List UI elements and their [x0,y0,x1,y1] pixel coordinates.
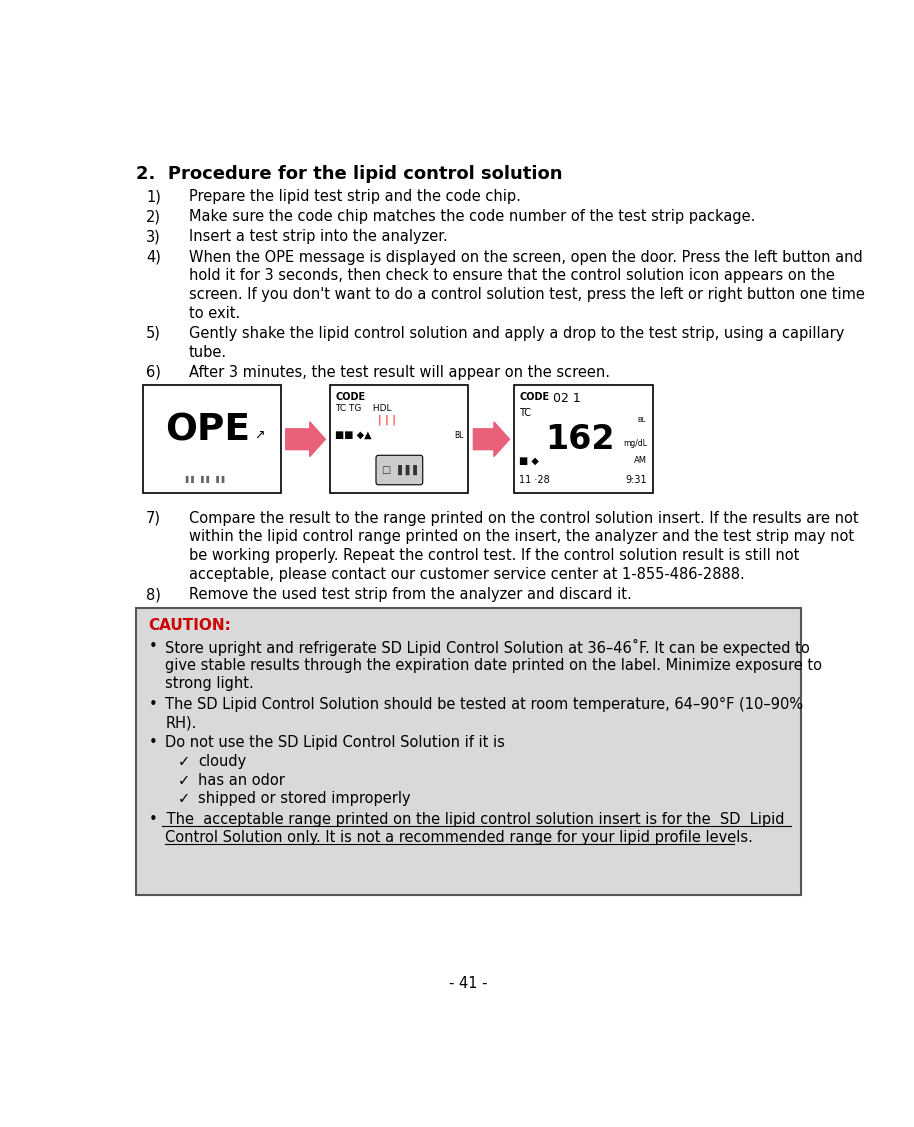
Text: hold it for 3 seconds, then check to ensure that the control solution icon appea: hold it for 3 seconds, then check to ens… [188,268,834,283]
Text: 3): 3) [146,230,161,245]
Text: mg/dL: mg/dL [623,440,648,449]
Text: within the lipid control range printed on the insert, the analyzer and the test : within the lipid control range printed o… [188,530,854,544]
Text: give stable results through the expiration date printed on the label. Minimize e: give stable results through the expirati… [165,658,823,673]
Text: Store upright and refrigerate SD Lipid Control Solution at 36–46˚F. It can be ex: Store upright and refrigerate SD Lipid C… [165,639,810,656]
Text: ■■ ◆▲: ■■ ◆▲ [335,429,372,440]
Text: 2): 2) [146,210,161,224]
Text: shipped or stored improperly: shipped or stored improperly [197,791,410,807]
Text: BL: BL [454,431,463,440]
Text: ↗: ↗ [255,428,265,442]
Text: 4): 4) [146,250,161,265]
Text: •: • [148,696,157,711]
Text: TC: TC [519,408,531,417]
Text: has an odor: has an odor [197,773,284,788]
Text: 2.  Procedure for the lipid control solution: 2. Procedure for the lipid control solut… [135,165,562,183]
Text: After 3 minutes, the test result will appear on the screen.: After 3 minutes, the test result will ap… [188,365,610,380]
FancyBboxPatch shape [515,385,653,494]
Text: BL: BL [637,417,645,423]
Text: 162: 162 [546,423,615,455]
Text: The  acceptable range printed on the lipid control solution insert is for the  S: The acceptable range printed on the lipi… [162,811,784,827]
Text: 9:31: 9:31 [625,476,647,486]
Text: Compare the result to the range printed on the control solution insert. If the r: Compare the result to the range printed … [188,511,858,526]
Text: TC TG    HDL: TC TG HDL [335,405,392,414]
Text: ✓: ✓ [178,773,190,788]
Text: | | |: | | | [377,415,396,425]
Text: 1): 1) [146,189,161,204]
Text: Make sure the code chip matches the code number of the test strip package.: Make sure the code chip matches the code… [188,210,755,224]
Text: ✓: ✓ [178,791,190,807]
Text: 11 ·28: 11 ·28 [519,476,550,486]
Text: AM: AM [634,456,647,465]
Text: be working properly. Repeat the control test. If the control solution result is : be working properly. Repeat the control … [188,548,799,564]
Text: 02 1: 02 1 [554,392,581,405]
Text: tube.: tube. [188,345,227,360]
Text: RH).: RH). [165,716,197,730]
Text: •: • [148,639,157,654]
Text: acceptable, please contact our customer service center at 1-855-486-2888.: acceptable, please contact our customer … [188,567,744,582]
Text: □ ▐▐▐: □ ▐▐▐ [382,465,417,476]
Text: CAUTION:: CAUTION: [148,618,231,633]
FancyBboxPatch shape [135,609,802,895]
FancyBboxPatch shape [330,385,468,494]
Text: ✓: ✓ [178,754,190,769]
Text: to exit.: to exit. [188,305,239,321]
Text: ▐▐  ▐▐  ▐▐: ▐▐ ▐▐ ▐▐ [184,476,225,483]
Text: ■ ◆: ■ ◆ [519,455,539,465]
Text: Prepare the lipid test strip and the code chip.: Prepare the lipid test strip and the cod… [188,189,520,204]
Text: The SD Lipid Control Solution should be tested at room temperature, 64–90°F (10–: The SD Lipid Control Solution should be … [165,696,803,711]
Text: Remove the used test strip from the analyzer and discard it.: Remove the used test strip from the anal… [188,587,632,602]
Text: - 41 -: - 41 - [449,976,488,992]
Text: OPE: OPE [165,412,250,449]
Text: Insert a test strip into the analyzer.: Insert a test strip into the analyzer. [188,230,447,245]
Text: Do not use the SD Lipid Control Solution if it is: Do not use the SD Lipid Control Solution… [165,736,505,751]
Text: cloudy: cloudy [197,754,246,769]
Text: 8): 8) [146,587,161,602]
Text: Control Solution only. It is not a recommended range for your lipid profile leve: Control Solution only. It is not a recom… [165,831,753,845]
Text: screen. If you don't want to do a control solution test, press the left or right: screen. If you don't want to do a contro… [188,287,865,302]
Text: CODE: CODE [519,392,549,402]
Text: strong light.: strong light. [165,676,254,691]
Text: 7): 7) [146,511,161,526]
Text: CODE: CODE [335,392,366,402]
FancyArrow shape [473,421,509,456]
Text: 6): 6) [146,365,161,380]
FancyArrow shape [286,421,325,456]
FancyBboxPatch shape [143,385,281,494]
Text: When the OPE message is displayed on the screen, open the door. Press the left b: When the OPE message is displayed on the… [188,250,863,265]
Text: Gently shake the lipid control solution and apply a drop to the test strip, usin: Gently shake the lipid control solution … [188,326,844,340]
Text: 5): 5) [146,326,161,340]
Text: •: • [148,736,157,751]
FancyBboxPatch shape [376,455,423,485]
Text: •: • [148,811,157,827]
